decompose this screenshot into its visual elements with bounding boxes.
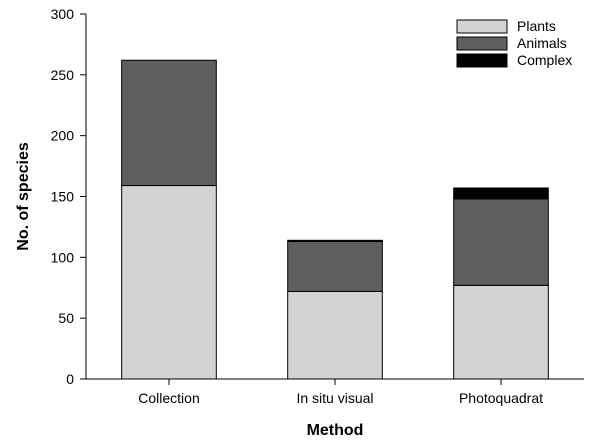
bar-collection-plants: [121, 185, 217, 380]
bar-photoquadrat-plants: [453, 284, 549, 380]
y-tick-label: 150: [51, 189, 75, 205]
bars-group: [121, 59, 549, 380]
bar-in-situ-visual-plants: [287, 290, 383, 380]
bar-in-situ-visual-animals: [287, 241, 383, 292]
legend-swatch-plants: [456, 19, 508, 34]
y-tick-label: 50: [58, 310, 74, 326]
x-tick-label: Photoquadrat: [459, 390, 543, 406]
y-tick-label: 300: [51, 6, 75, 22]
y-tick-label: 0: [66, 371, 74, 387]
y-tick-label: 100: [51, 249, 75, 265]
bar-photoquadrat-complex: [453, 187, 549, 200]
bar-photoquadrat-animals: [453, 198, 549, 286]
y-axis-title: No. of species: [15, 142, 32, 251]
legend-swatch-animals: [456, 36, 508, 51]
x-tick-label: Collection: [138, 390, 199, 406]
y-tick-label: 250: [51, 67, 75, 83]
x-axis: Collection In situ visual Photoquadrat: [86, 378, 584, 406]
y-axis: 0 50 100 150 200 250 300: [51, 6, 87, 387]
legend-label-plants: Plants: [517, 18, 556, 34]
legend-swatch-complex: [456, 53, 508, 68]
legend-label-animals: Animals: [517, 35, 567, 51]
bar-in-situ-visual-complex: [287, 239, 383, 243]
x-axis-title: Method: [307, 422, 364, 439]
y-tick-label: 200: [51, 128, 75, 144]
bar-collection-animals: [121, 59, 217, 187]
x-tick-label: In situ visual: [296, 390, 373, 406]
legend-label-complex: Complex: [517, 52, 572, 68]
